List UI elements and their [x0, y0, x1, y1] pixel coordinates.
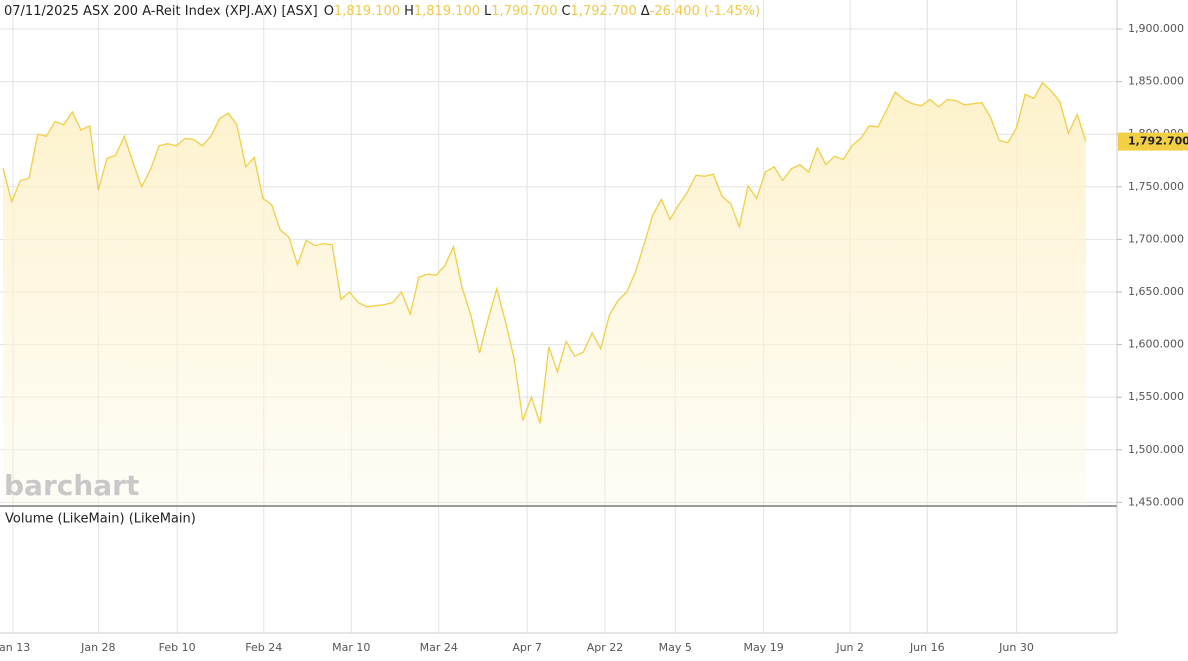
ohlc-key: O	[324, 4, 334, 19]
y-tick-label: 1,750.000	[1128, 180, 1184, 193]
x-tick-label: Apr 7	[512, 641, 542, 654]
ohlc-key: H	[404, 4, 414, 19]
x-tick-label: Mar 10	[332, 641, 370, 654]
y-tick-label: 1,850.000	[1128, 75, 1184, 88]
x-tick-label: May 19	[743, 641, 783, 654]
ohlc-value: 1,819.100	[414, 4, 480, 19]
y-tick-label: 1,500.000	[1128, 443, 1184, 456]
ohlc-key: L	[484, 4, 492, 19]
ohlc-value: 1,819.100	[334, 4, 400, 19]
x-tick-label: Feb 10	[159, 641, 196, 654]
ohlc-value: -26.400 (-1.45%)	[650, 4, 760, 19]
price-line	[2, 81, 1087, 424]
header: 07/11/2025 ASX 200 A-Reit Index (XPJ.AX)…	[4, 4, 760, 19]
y-tick-label: 1,550.000	[1128, 390, 1184, 403]
x-tick-label: Jun 16	[909, 641, 945, 654]
y-tick-label: 1,450.000	[1128, 495, 1184, 508]
area	[3, 82, 1086, 505]
ohlc-value: 1,792.700	[571, 4, 637, 19]
watermark: barchart	[4, 469, 139, 502]
x-tick-label: Jan 13	[0, 641, 30, 654]
x-tick-label: Jan 28	[80, 641, 115, 654]
ohlc-key: C	[561, 4, 570, 19]
ohlc-value: 1,790.700	[491, 4, 557, 19]
x-tick-label: Feb 24	[245, 641, 282, 654]
last-price-label: 1,792.700	[1128, 135, 1188, 148]
y-tick-label: 1,900.000	[1128, 22, 1184, 35]
chart-title: 07/11/2025 ASX 200 A-Reit Index (XPJ.AX)…	[4, 4, 318, 19]
y-tick-label: 1,600.000	[1128, 338, 1184, 351]
x-tick-label: Jun 2	[835, 641, 864, 654]
x-tick-label: Jun 30	[998, 641, 1034, 654]
x-tick-label: May 5	[659, 641, 692, 654]
x-tick-label: Mar 24	[420, 641, 458, 654]
ohlc-key: Δ	[641, 4, 650, 19]
last-price-badge	[1118, 132, 1188, 151]
y-tick-label: 1,650.000	[1128, 285, 1184, 298]
x-tick-label: Apr 22	[587, 641, 624, 654]
volume-label: Volume (LikeMain) (LikeMain)	[5, 512, 196, 527]
y-tick-label: 1,700.000	[1128, 232, 1184, 245]
